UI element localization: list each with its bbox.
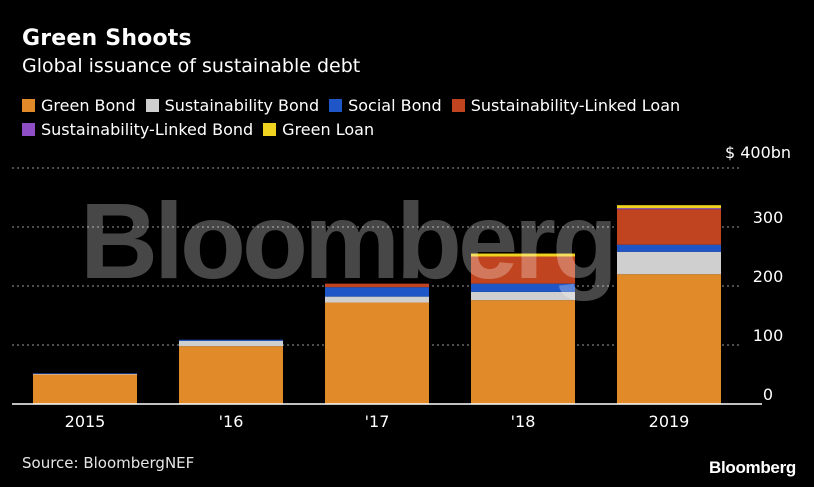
y-tick-label: 0	[763, 385, 773, 404]
bar-segment	[617, 274, 721, 404]
x-tick-label: '16	[219, 412, 244, 431]
bar-segment	[617, 208, 721, 210]
bar-segment	[471, 283, 575, 292]
bar-segment	[617, 205, 721, 209]
legend-swatch	[22, 99, 35, 112]
bar-segment	[325, 296, 429, 303]
legend-swatch	[329, 99, 343, 112]
legend-label: Sustainability-Linked Loan	[470, 96, 681, 115]
legend-label: Social Bond	[348, 96, 442, 115]
source-note: Source: BloombergNEF	[22, 454, 195, 472]
bar-segment	[33, 373, 137, 374]
bar-segment	[617, 244, 721, 252]
x-tick-label: '18	[511, 412, 536, 431]
legend-swatch	[22, 123, 35, 136]
legend-label: Green Bond	[41, 96, 136, 115]
bar-segment	[325, 287, 429, 297]
legend-swatch	[451, 99, 465, 112]
y-tick-label: 300	[753, 208, 784, 227]
bar-segment	[471, 300, 575, 404]
bar-segment	[617, 251, 721, 275]
y-tick-label: $ 400bn	[725, 143, 791, 162]
bar-segment	[471, 256, 575, 284]
y-tick-label: 200	[753, 267, 784, 286]
x-tick-label: 2019	[649, 412, 690, 431]
bar-segment	[325, 283, 429, 288]
legend-swatch	[145, 99, 159, 112]
watermark-logo: Bloomberg	[80, 180, 614, 301]
x-tick-label: 2015	[65, 412, 106, 431]
legend-item: Sustainability-Linked Loan	[451, 94, 681, 117]
legend-label: Green Loan	[282, 120, 375, 139]
legend-item: Sustainability Bond	[145, 94, 320, 117]
chart-legend: Green Bond Sustainability Bond Social Bond…	[22, 94, 782, 142]
legend-item: Sustainability-Linked Bond	[22, 118, 253, 141]
legend-swatch	[263, 123, 277, 136]
bar-segment	[471, 291, 575, 301]
bar-segment	[33, 373, 137, 375]
x-tick-label: '17	[365, 412, 390, 431]
legend-label: Sustainability Bond	[164, 96, 320, 115]
chart-subtitle: Global issuance of sustainable debt	[22, 55, 361, 77]
bar-segment	[617, 209, 721, 245]
bar-segment	[179, 346, 283, 404]
legend-item: Green Bond	[22, 94, 136, 117]
legend-label: Sustainability-Linked Bond	[41, 120, 254, 139]
bar-segment	[179, 340, 283, 347]
y-tick-label: 100	[753, 326, 784, 345]
bar-segment	[325, 302, 429, 404]
bar-segment	[33, 374, 137, 404]
legend-item: Green Loan	[263, 118, 374, 141]
brand-logo: Bloomberg	[708, 458, 796, 477]
legend-item: Social Bond	[329, 94, 442, 117]
bar-segment	[471, 253, 575, 257]
chart-title: Green Shoots	[22, 26, 192, 51]
bar-segment	[179, 339, 283, 341]
